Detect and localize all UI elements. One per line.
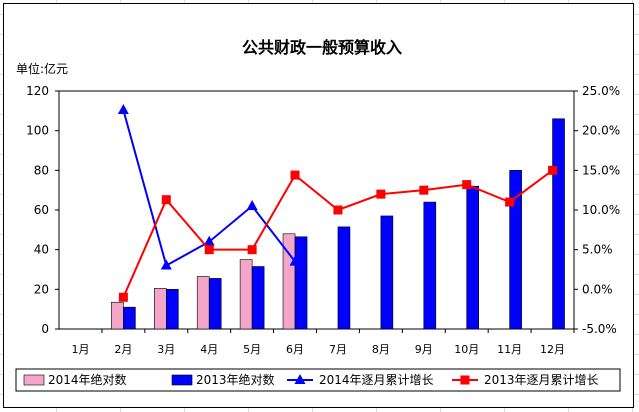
bar <box>423 201 437 330</box>
legend-marker <box>294 374 306 384</box>
bar <box>466 185 480 330</box>
bar <box>196 276 210 330</box>
x-axis-tick-label: 9月 <box>415 343 433 356</box>
data-point <box>548 165 558 175</box>
left-axis-tick-label: 60 <box>34 203 49 217</box>
data-point <box>118 292 128 302</box>
x-axis-tick-label: 3月 <box>157 343 175 356</box>
right-axis-tick-label: 0.0% <box>582 282 613 296</box>
right-axis-tick-label: 25.0% <box>582 84 620 98</box>
bar <box>111 301 124 330</box>
bar <box>208 278 222 330</box>
chart-canvas: 公共财政一般预算收入 单位:亿元 0 20 40 60 80 100 120 -5.0% 0.0… <box>15 38 621 392</box>
data-point <box>419 185 429 195</box>
data-point <box>289 255 301 266</box>
x-axis-tick-label: 8月 <box>372 343 390 356</box>
x-axis-tick-label: 1月 <box>71 343 89 356</box>
right-axis-tick-label: -5.0% <box>582 322 617 336</box>
legend-swatch <box>23 374 45 386</box>
bar <box>123 306 136 330</box>
chart-title: 公共财政一般预算收入 <box>242 38 402 57</box>
left-axis-tick-label: 40 <box>34 243 49 257</box>
bar <box>251 266 265 330</box>
x-axis-tick-label: 12月 <box>540 343 565 356</box>
data-point <box>247 245 257 255</box>
x-axis-tick-label: 10月 <box>454 343 479 356</box>
data-point <box>160 259 172 270</box>
bar <box>509 170 522 330</box>
left-axis-tick-label: 100 <box>26 124 49 138</box>
data-point <box>505 197 515 207</box>
chart-area[interactable]: 公共财政一般预算收入 单位:亿元 0 20 40 60 80 100 120 -5.0% 0.0… <box>3 3 634 408</box>
bar <box>552 118 565 330</box>
left-axis-tick-label: 20 <box>34 282 49 296</box>
legend-swatch <box>171 374 193 386</box>
legend-label: 2014年逐月累计增长 <box>319 373 434 387</box>
legend-marker <box>460 375 470 385</box>
left-axis-tick-label: 120 <box>26 84 49 98</box>
bar <box>380 215 394 330</box>
x-axis-tick-label: 11月 <box>497 343 522 356</box>
x-axis-tick-label: 2月 <box>114 343 132 356</box>
legend-label: 2013年逐月累计增长 <box>484 373 599 387</box>
data-point <box>246 200 258 211</box>
legend-box <box>15 368 621 392</box>
right-axis-tick-label: 5.0% <box>582 243 613 257</box>
right-axis-tick-label: 15.0% <box>582 163 620 177</box>
data-point <box>376 189 386 199</box>
right-axis-tick-label: 20.0% <box>582 124 620 138</box>
data-point <box>290 170 300 180</box>
x-axis-tick-label: 5月 <box>243 343 261 356</box>
bar <box>337 226 351 330</box>
bar <box>294 236 308 330</box>
data-point <box>203 235 215 246</box>
data-point <box>161 195 171 205</box>
data-point <box>204 245 214 255</box>
bar <box>153 288 167 330</box>
data-point <box>333 205 343 215</box>
left-axis-tick-label: 0 <box>41 322 49 336</box>
data-point <box>462 180 472 190</box>
x-axis-tick-label: 6月 <box>286 343 304 356</box>
left-axis-tick-label: 80 <box>34 163 49 177</box>
bar <box>165 289 179 330</box>
x-axis-tick-label: 7月 <box>329 343 347 356</box>
legend-label: 2014年绝对数 <box>48 372 127 387</box>
right-axis-tick-label: 10.0% <box>582 203 620 217</box>
x-axis-tick-label: 4月 <box>200 343 218 356</box>
legend-label: 2013年绝对数 <box>196 372 275 387</box>
bar <box>239 259 253 330</box>
data-point <box>117 104 129 115</box>
plot-area-border <box>58 90 575 330</box>
unit-label: 单位:亿元 <box>16 61 68 76</box>
